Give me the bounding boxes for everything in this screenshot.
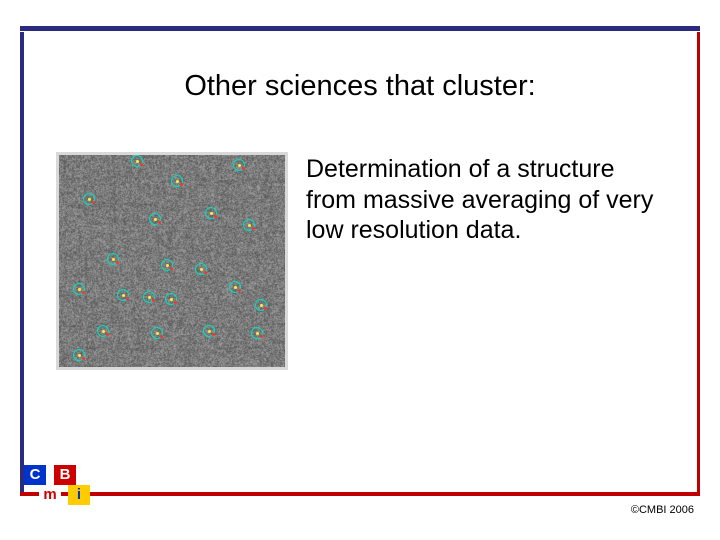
copyright-text: ©CMBI 2006 <box>631 504 694 516</box>
marker-dot <box>106 333 109 336</box>
marker-dot <box>88 198 91 201</box>
marker-dot <box>238 164 241 167</box>
marker-dot <box>176 180 179 183</box>
marker-dot <box>156 332 159 335</box>
marker-dot <box>174 301 177 304</box>
marker-dot <box>210 212 213 215</box>
marker-dot <box>180 183 183 186</box>
logo-cell-m: m <box>39 485 61 505</box>
marker-dot <box>82 291 85 294</box>
bottom-border <box>20 492 700 496</box>
marker-dot <box>252 227 255 230</box>
logo-cell-i: i <box>68 485 90 505</box>
marker-dot <box>140 163 143 166</box>
marker-dot <box>212 333 215 336</box>
slide-title: Other sciences that cluster: <box>0 70 720 103</box>
cmbi-logo: CBmi <box>24 465 88 505</box>
marker-dot <box>208 330 211 333</box>
electron-microscopy-image <box>56 152 288 370</box>
marker-dot <box>238 289 241 292</box>
marker-dot <box>112 258 115 261</box>
marker-dot <box>78 354 81 357</box>
body-text: Determination of a structure from massiv… <box>306 152 670 370</box>
marker-dot <box>92 201 95 204</box>
top-border <box>20 26 700 31</box>
marker-dot <box>126 297 129 300</box>
marker-dot <box>158 221 161 224</box>
marker-dot <box>78 288 81 291</box>
marker-dot <box>154 218 157 221</box>
marker-dot <box>214 215 217 218</box>
content-area: Determination of a structure from massiv… <box>56 152 670 370</box>
marker-dot <box>116 261 119 264</box>
marker-dot <box>200 268 203 271</box>
marker-dot <box>248 224 251 227</box>
marker-dot <box>102 330 105 333</box>
marker-dot <box>152 299 155 302</box>
marker-dot <box>136 160 139 163</box>
marker-dot <box>170 267 173 270</box>
marker-dot <box>204 271 207 274</box>
marker-dot <box>82 357 85 360</box>
marker-dot <box>256 332 259 335</box>
marker-dot <box>234 286 237 289</box>
marker-dot <box>166 264 169 267</box>
marker-dot <box>264 307 267 310</box>
marker-dot <box>242 167 245 170</box>
marker-dot <box>160 335 163 338</box>
marker-dot <box>122 294 125 297</box>
marker-dot <box>170 298 173 301</box>
marker-dot <box>260 335 263 338</box>
marker-dot <box>260 304 263 307</box>
logo-cell-b: B <box>54 465 76 485</box>
logo-cell-c: C <box>24 465 46 485</box>
marker-dot <box>148 296 151 299</box>
